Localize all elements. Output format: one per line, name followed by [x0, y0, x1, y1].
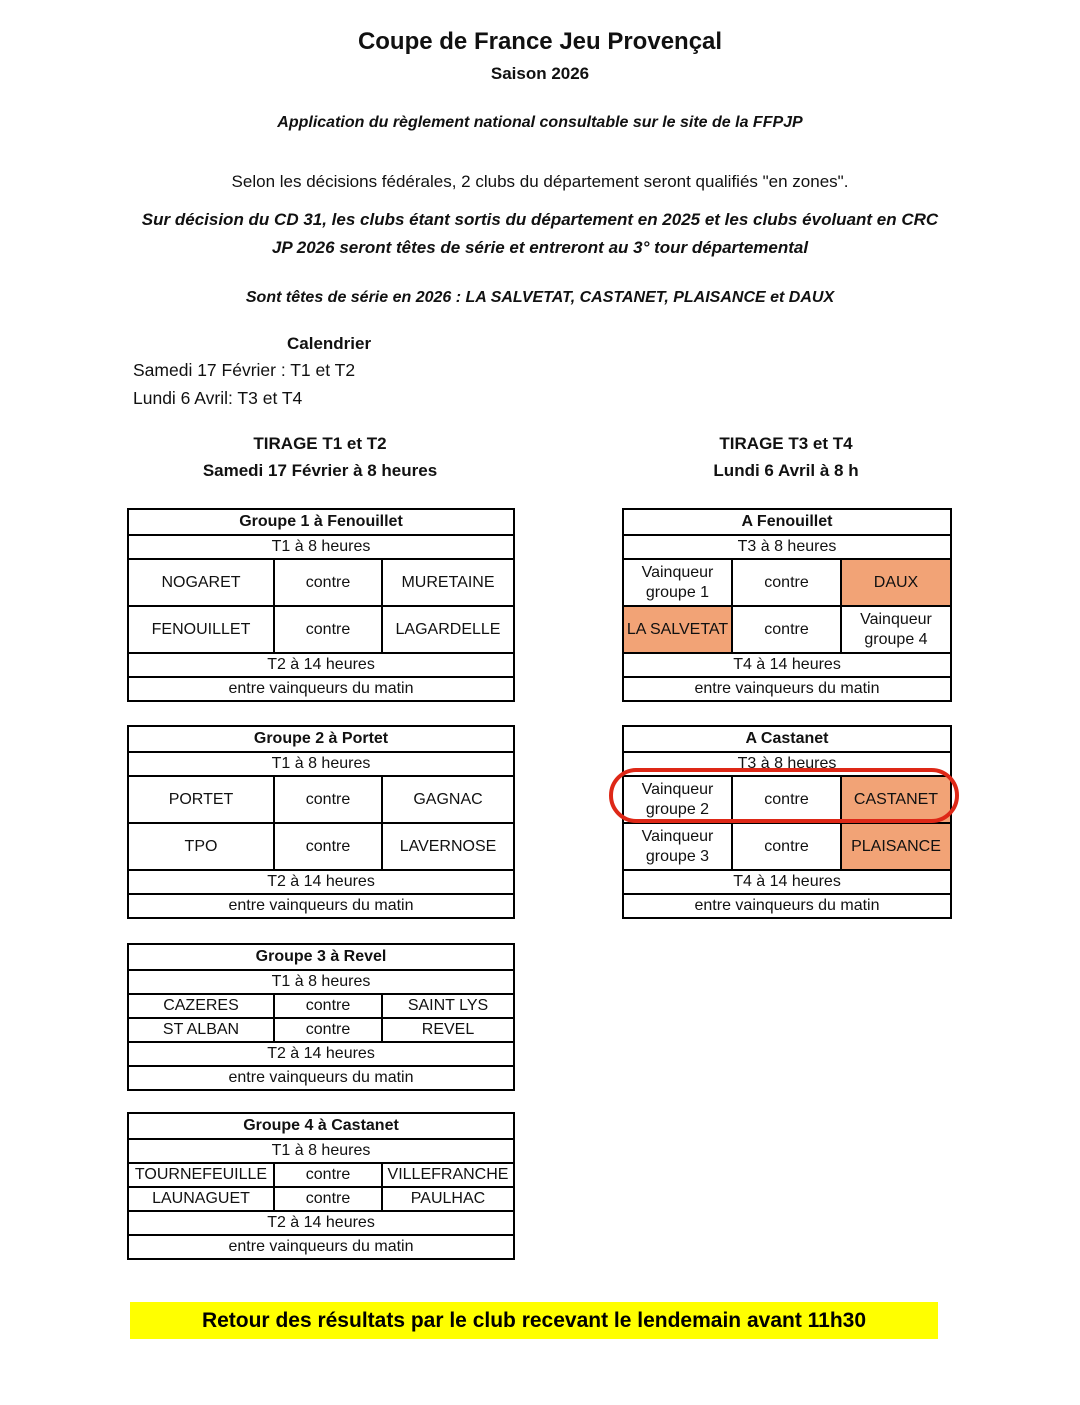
session-row: T4 à 14 heures	[622, 869, 952, 895]
away-club: REVEL	[381, 1017, 515, 1043]
calendar-heading: Calendrier	[287, 334, 372, 353]
versus-label: contre	[273, 1186, 383, 1212]
session-row: T1 à 8 heures	[127, 751, 515, 777]
table-groupe-4: Groupe 4 à Castanet T1 à 8 heures TOURNE…	[127, 1112, 515, 1260]
annotation-ellipse	[609, 768, 959, 823]
results-banner: Retour des résultats par le club recevan…	[130, 1302, 938, 1339]
cd31-note-line-2: JP 2026 seront têtes de série et entrero…	[271, 238, 809, 257]
session-row: T1 à 8 heures	[127, 534, 515, 560]
versus-label: contre	[273, 822, 383, 871]
table-header: Groupe 3 à Revel	[127, 943, 515, 971]
draw-right-heading: TIRAGE T3 et T4 Lundi 6 Avril à 8 h	[622, 430, 950, 484]
table-header: Groupe 4 à Castanet	[127, 1112, 515, 1140]
table-header: A Fenouillet	[622, 508, 952, 536]
versus-label: contre	[731, 775, 842, 824]
away-club: LAVERNOSE	[381, 822, 515, 871]
home-club: PORTET	[127, 775, 275, 824]
draw-left-subtitle: Samedi 17 Février à 8 heures	[202, 461, 438, 480]
session-row: T3 à 8 heures	[622, 751, 952, 777]
table-groupe-3: Groupe 3 à Revel T1 à 8 heures CAZERES c…	[127, 943, 515, 1091]
home-club-highlighted: LA SALVETAT	[622, 605, 733, 654]
note-row: entre vainqueurs du matin	[127, 893, 515, 919]
note-row: entre vainqueurs du matin	[127, 1234, 515, 1260]
federal-note: Selon les décisions fédérales, 2 clubs d…	[231, 172, 849, 191]
home-club: ST ALBAN	[127, 1017, 275, 1043]
note-row: entre vainqueurs du matin	[127, 676, 515, 702]
table-groupe-2: Groupe 2 à Portet T1 à 8 heures PORTET c…	[127, 725, 515, 919]
away-club: SAINT LYS	[381, 993, 515, 1019]
session-row: T1 à 8 heures	[127, 969, 515, 995]
session-row: T2 à 14 heures	[127, 869, 515, 895]
page-title: Coupe de France Jeu Provençal	[357, 28, 723, 55]
home-club: TPO	[127, 822, 275, 871]
note-row: entre vainqueurs du matin	[622, 893, 952, 919]
home-club: NOGARET	[127, 558, 275, 607]
calendar-line-1: Samedi 17 Février : T1 et T2	[133, 360, 356, 380]
home-club: FENOUILLET	[127, 605, 275, 654]
home-club: LAUNAGUET	[127, 1186, 275, 1212]
session-row: T1 à 8 heures	[127, 1138, 515, 1164]
note-row: entre vainqueurs du matin	[622, 676, 952, 702]
versus-label: contre	[273, 775, 383, 824]
away-club-highlighted: PLAISANCE	[840, 822, 952, 871]
versus-label: contre	[273, 1017, 383, 1043]
table-a-fenouillet: A Fenouillet T3 à 8 heures Vainqueur gro…	[622, 508, 952, 702]
away-club: LAGARDELLE	[381, 605, 515, 654]
season-subtitle: Saison 2026	[490, 64, 590, 83]
versus-label: contre	[273, 1162, 383, 1188]
home-club: Vainqueur groupe 1	[622, 558, 733, 607]
session-row: T4 à 14 heures	[622, 652, 952, 678]
table-header: Groupe 2 à Portet	[127, 725, 515, 753]
calendar-line-2: Lundi 6 Avril: T3 et T4	[133, 388, 303, 408]
cd31-note-line-1: Sur décision du CD 31, les clubs étant s…	[141, 210, 939, 229]
home-club: Vainqueur groupe 2	[622, 775, 733, 824]
versus-label: contre	[731, 822, 842, 871]
away-club: Vainqueur groupe 4	[840, 605, 952, 654]
table-a-castanet: A Castanet T3 à 8 heures Vainqueur group…	[622, 725, 952, 919]
note-row: entre vainqueurs du matin	[127, 1065, 515, 1091]
draw-left-title: TIRAGE T1 et T2	[253, 434, 387, 453]
away-club: PAULHAC	[381, 1186, 515, 1212]
versus-label: contre	[731, 558, 842, 607]
draw-left-heading: TIRAGE T1 et T2 Samedi 17 Février à 8 he…	[127, 430, 513, 484]
session-row: T2 à 14 heures	[127, 652, 515, 678]
table-header: A Castanet	[622, 725, 952, 753]
home-club: CAZERES	[127, 993, 275, 1019]
home-club: TOURNEFEUILLE	[127, 1162, 275, 1188]
away-club-highlighted: DAUX	[840, 558, 952, 607]
session-row: T2 à 14 heures	[127, 1210, 515, 1236]
versus-label: contre	[273, 558, 383, 607]
rule-note: Application du règlement national consul…	[277, 114, 803, 131]
session-row: T3 à 8 heures	[622, 534, 952, 560]
away-club: VILLEFRANCHE	[381, 1162, 515, 1188]
draw-right-title: TIRAGE T3 et T4	[719, 434, 853, 453]
session-row: T2 à 14 heures	[127, 1041, 515, 1067]
draw-right-subtitle: Lundi 6 Avril à 8 h	[713, 461, 859, 480]
versus-label: contre	[273, 993, 383, 1019]
table-groupe-1: Groupe 1 à Fenouillet T1 à 8 heures NOGA…	[127, 508, 515, 702]
versus-label: contre	[731, 605, 842, 654]
versus-label: contre	[273, 605, 383, 654]
table-header: Groupe 1 à Fenouillet	[127, 508, 515, 536]
home-club: Vainqueur groupe 3	[622, 822, 733, 871]
seeds-note: Sont têtes de série en 2026 : LA SALVETA…	[245, 289, 835, 306]
away-club: GAGNAC	[381, 775, 515, 824]
away-club: MURETAINE	[381, 558, 515, 607]
